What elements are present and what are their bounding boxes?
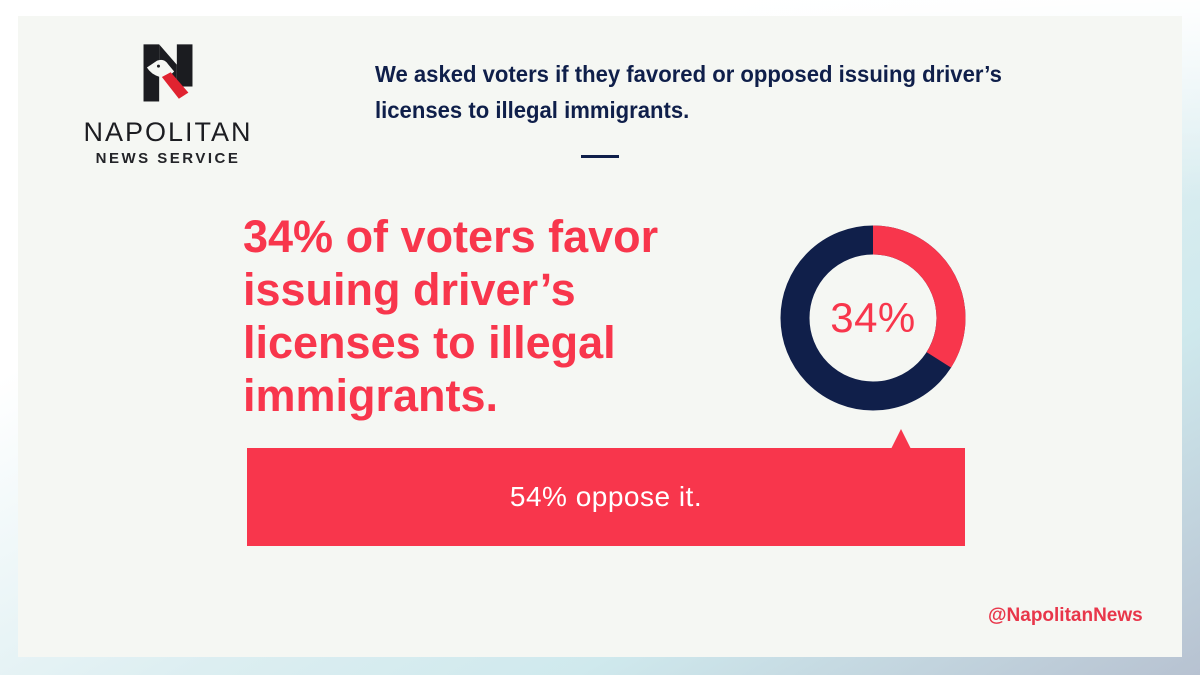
donut-chart-svg <box>780 225 966 411</box>
oppose-banner-text: 54% oppose it. <box>509 481 703 512</box>
social-handle: @NapolitanNews <box>988 605 1143 626</box>
divider-dash <box>581 155 619 158</box>
result-headline-line-3: licenses to illegal <box>243 317 616 368</box>
banner-pointer-up-icon <box>891 429 911 449</box>
napolitan-eagle-n-icon <box>143 44 193 102</box>
result-headline-line-4: immigrants. <box>243 370 499 421</box>
poll-question-line-2: licenses to illegal immigrants. <box>375 97 690 123</box>
poll-question: We asked voters if they favored or oppos… <box>375 56 1002 128</box>
oppose-banner: 54% oppose it. <box>247 448 965 546</box>
infographic-card <box>18 16 1182 657</box>
donut-favor-arc <box>780 225 966 411</box>
donut-center-label: 34% <box>830 294 916 341</box>
brand-name: NAPOLITAN <box>83 117 253 147</box>
poll-question-line-1: We asked voters if they favored or oppos… <box>375 61 1002 87</box>
brand-logo-block: NAPOLITAN NEWS SERVICE <box>62 40 274 167</box>
result-headline-line-1: 34% of voters favor <box>243 211 659 262</box>
result-headline-line-2: issuing driver’s <box>243 264 576 315</box>
donut-chart: 34% <box>780 225 966 411</box>
brand-tagline: NEWS SERVICE <box>95 150 241 167</box>
result-headline: 34% of voters favor issuing driver’s lic… <box>243 210 658 422</box>
